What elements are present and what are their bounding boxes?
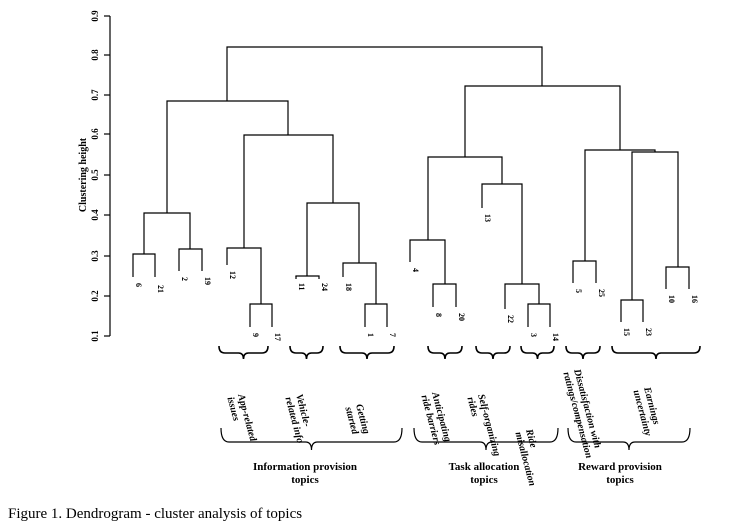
link (364, 303, 388, 327)
leaf-label: 5 (574, 289, 583, 293)
link (409, 239, 446, 284)
dendrogram-links (132, 46, 690, 327)
leaf-label: 8 (434, 313, 443, 317)
leaf-label: 18 (344, 283, 353, 291)
leaf-label: 3 (529, 333, 538, 337)
leaf-label: 14 (551, 333, 560, 341)
y-tick-label: 0.4 (90, 209, 100, 221)
leaf-label: 23 (644, 328, 653, 336)
subgroup-label: App-relatedissues (224, 392, 258, 446)
group-braces (220, 427, 691, 451)
leaf-label: 24 (320, 283, 329, 291)
subgroup-label: Dissatisfaction withratings/compensation (560, 367, 605, 460)
link (481, 183, 523, 284)
subgroup-brace (475, 345, 511, 360)
group-label: Information provision topics (253, 461, 357, 486)
link (504, 283, 540, 309)
leaf-label: 9 (251, 333, 260, 337)
leaf-label: 10 (667, 295, 676, 303)
leaf-label: 20 (457, 313, 466, 321)
link (143, 212, 191, 254)
leaf-label: 16 (690, 295, 699, 303)
leaf-label: 7 (388, 333, 397, 337)
leaf-label: 4 (411, 268, 420, 272)
link (631, 151, 679, 300)
link (584, 149, 656, 261)
group-brace (413, 427, 559, 451)
leaf-label: 25 (597, 289, 606, 297)
link (243, 134, 334, 248)
link (249, 303, 273, 327)
group-label: Reward provision topics (578, 461, 662, 486)
subgroup-label: Earningsuncertainty (630, 385, 664, 438)
subgroup-brace (427, 345, 463, 360)
y-tick-label: 0.7 (90, 89, 100, 101)
link (178, 248, 203, 271)
link (427, 156, 503, 240)
link (166, 100, 289, 213)
group-brace (220, 427, 403, 451)
link (226, 46, 543, 101)
leaf-label: 19 (203, 277, 212, 285)
y-tick-label: 0.1 (90, 330, 100, 342)
subgroup-brace (218, 345, 269, 360)
leaf-label: 17 (273, 333, 282, 341)
leaf-label: 12 (228, 271, 237, 279)
link (527, 303, 551, 327)
subgroup-label: Anticipatingride barriers (418, 390, 453, 446)
y-tick-label: 0.9 (90, 10, 100, 22)
leaf-label: 13 (483, 214, 492, 222)
figure-caption: Figure 1. Dendrogram - cluster analysis … (8, 506, 303, 522)
subgroup-label: Gettingstarted (342, 402, 371, 438)
leaf-label: 15 (622, 328, 631, 336)
subgroup-label: Ridemisallocation (512, 427, 548, 488)
dendrogram-figure: 0.1 0.2 0.3 0.4 0.5 0.6 0.7 0.8 0.9 Clustering h… (78, 10, 701, 488)
leaf-label: 22 (506, 315, 515, 323)
link (620, 299, 644, 322)
y-axis-ticks: 0.1 0.2 0.3 0.4 0.5 0.6 0.7 0.8 0.9 (90, 10, 110, 342)
leaf-label: 1 (366, 333, 375, 337)
leaf-label: 6 (134, 283, 143, 287)
link (572, 260, 597, 283)
group-brace (567, 427, 691, 451)
y-tick-label: 0.3 (90, 250, 100, 262)
y-tick-label: 0.5 (90, 169, 100, 181)
group-labels: Information provision topics Task allocati… (253, 461, 662, 486)
leaf-label: 11 (297, 283, 306, 291)
group-label: Task allocation topics (449, 461, 520, 486)
subgroup-label: Vehicle-related info (282, 393, 316, 445)
link (665, 266, 690, 289)
link (295, 275, 320, 279)
leaf-label: 2 (180, 277, 189, 281)
link (306, 202, 360, 276)
subgroup-label: Self-organizingrides (464, 393, 502, 460)
y-tick-label: 0.8 (90, 49, 100, 61)
link (132, 253, 156, 277)
link (464, 85, 621, 157)
y-tick-label: 0.2 (90, 290, 100, 302)
y-axis-label: Clustering height (78, 137, 89, 212)
subgroup-brace (289, 345, 324, 360)
leaf-label: 21 (156, 285, 165, 293)
subgroup-brace (565, 345, 601, 360)
subgroup-brace (339, 345, 395, 360)
subgroup-brace (520, 345, 555, 360)
y-tick-label: 0.6 (90, 128, 100, 140)
subgroup-braces (218, 345, 701, 360)
link (432, 283, 457, 307)
subgroup-brace (611, 345, 701, 360)
